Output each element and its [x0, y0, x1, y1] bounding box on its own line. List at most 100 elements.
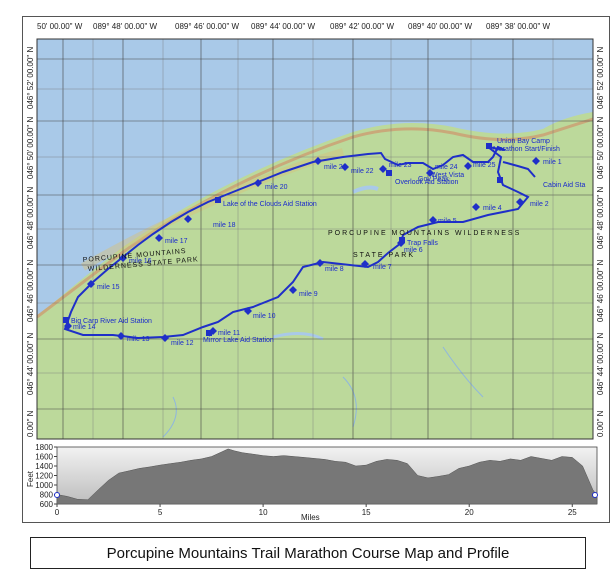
coord-label: 089° 38' 00.00" W	[486, 22, 551, 31]
coord-label: 089° 48' 00.00" W	[93, 22, 158, 31]
mile-label: mile 4	[483, 205, 502, 212]
marker-cabin-aid	[497, 177, 503, 183]
map-grid	[37, 39, 593, 439]
marker-mile-22	[341, 163, 349, 171]
mile-label: mile 5	[438, 218, 457, 225]
marker-mile-7	[361, 260, 369, 268]
marker-big-carp-aid	[63, 317, 69, 323]
mile-label: mile 23	[389, 162, 412, 169]
trap-falls-label: Trap Falls	[407, 240, 438, 247]
marker-mile-24	[426, 169, 434, 177]
marker-mile-25	[464, 162, 472, 170]
x-tick-label: 10	[259, 508, 268, 517]
mile-label: mile 1	[543, 159, 562, 166]
coord-label: 0.00" N	[596, 410, 605, 437]
coord-label: 046° 44' 00.00" N	[26, 333, 35, 396]
streams	[162, 346, 484, 438]
topographic-map[interactable]: mile 1 mile 2 mile 4 mile 5 mile 6 mile …	[23, 17, 609, 447]
profile-x-ticks: 0 5 10 15 20 25	[55, 504, 577, 517]
mile-label: mile 11	[218, 330, 240, 337]
marker-mile-21	[314, 157, 322, 165]
mile-label: mile 14	[73, 324, 96, 331]
y-tick-label: 1200	[35, 472, 53, 481]
top-coordinates: 50' 00.00" W 089° 48' 00.00" W 089° 46' …	[37, 22, 551, 31]
marker-mile-9	[289, 286, 297, 294]
mile-label: mile 25	[473, 162, 496, 169]
mile-label: mile 18	[213, 222, 236, 229]
mile-label: mile 16	[129, 258, 152, 265]
map-caption: Porcupine Mountains Trail Marathon Cours…	[30, 537, 586, 569]
mile-label: mile 15	[97, 284, 120, 291]
y-tick-label: 800	[40, 491, 54, 500]
x-tick-label: 25	[568, 508, 577, 517]
marker-mile-17	[155, 234, 163, 242]
profile-xlabel: Miles	[301, 513, 320, 522]
left-coordinates: 046° 52' 00.00" N 046° 50' 00.00" N 046°…	[26, 47, 35, 438]
marker-mile-20	[254, 179, 262, 187]
coord-label: 046° 52' 00.00" N	[596, 47, 605, 110]
marker-mile-2	[516, 198, 524, 206]
marker-mile-5	[429, 216, 437, 224]
marker-mile-12	[161, 334, 169, 342]
mile-label: mile 10	[253, 313, 276, 320]
coord-label: 046° 50' 00.00" N	[596, 117, 605, 180]
mirror-lake	[272, 332, 324, 341]
course-route[interactable]	[63, 145, 530, 340]
mile-label: mile 12	[171, 340, 194, 347]
coord-label: 046° 50' 00.00" N	[26, 117, 35, 180]
x-tick-label: 20	[465, 508, 474, 517]
route-markers	[63, 143, 540, 342]
coord-label: 046° 46' 00.00" N	[26, 260, 35, 323]
x-tick-label: 0	[55, 508, 60, 517]
profile-start-marker	[54, 492, 60, 498]
mile-label: mile 24	[435, 164, 458, 171]
cabin-aid-label: Cabin Aid Sta	[543, 182, 586, 189]
lake-superior	[37, 39, 593, 317]
marker-mile-1	[532, 157, 540, 165]
coord-label: 0.00" N	[26, 410, 35, 437]
marker-lake-clouds-aid	[215, 197, 221, 203]
marker-start-finish	[486, 143, 492, 149]
mile-label: mile 22	[351, 168, 374, 175]
y-tick-label: 1800	[35, 443, 53, 452]
mile-label: mile 2	[530, 201, 549, 208]
coord-label: 089° 42' 00.00" W	[330, 22, 395, 31]
west-vista-label: West Vista	[431, 172, 464, 179]
marker-mile-4	[472, 203, 480, 211]
course-spur	[502, 161, 536, 178]
marker-overlook-aid	[386, 170, 392, 176]
coord-label: 046° 46' 00.00" N	[596, 260, 605, 323]
y-tick-label: 1000	[35, 481, 53, 490]
coord-label: 089° 40' 00.00" W	[408, 22, 473, 31]
x-tick-label: 15	[362, 508, 371, 517]
marker-mirror-lake-aid	[206, 330, 212, 336]
coord-label: 046° 48' 00.00" N	[596, 187, 605, 250]
mile-label: mile 21	[324, 164, 347, 171]
lake-clouds-aid-label: Lake of the Clouds Aid Station	[223, 201, 317, 208]
coord-label: 089° 44' 00.00" W	[251, 22, 316, 31]
mile-label: mile 20	[265, 184, 288, 191]
park-text: PORCUPINE MOUNTAINS WILDERNESS	[328, 230, 521, 237]
coord-label: 046° 52' 00.00" N	[26, 47, 35, 110]
mile-label: mile 17	[165, 238, 188, 245]
mile-label: mile 7	[373, 264, 392, 271]
map-frame: mile 1 mile 2 mile 4 mile 5 mile 6 mile …	[22, 16, 610, 523]
x-tick-label: 5	[158, 508, 163, 517]
coord-label: 089° 46' 00.00" W	[175, 22, 240, 31]
profile-end-marker	[592, 492, 598, 498]
mile-label: mile 9	[299, 291, 318, 298]
marker-mile-13	[117, 332, 125, 340]
right-coordinates: 046° 52' 00.00" N 046° 50' 00.00" N 046°…	[596, 47, 605, 438]
marker-mile-15	[87, 280, 95, 288]
aid-station-labels: Marathon Start/Finish Union Bay Camp Gov…	[71, 138, 586, 344]
start-finish-label: Marathon Start/Finish	[493, 146, 560, 153]
mile-label: mile 13	[127, 336, 150, 343]
coord-label: 046° 44' 00.00" N	[596, 333, 605, 396]
marker-mile-16	[119, 254, 127, 262]
mirror-lake-aid-label: Mirror Lake Aid Station	[203, 337, 274, 344]
park-text: STATE PARK	[353, 252, 415, 259]
mile-label: mile 6	[404, 247, 423, 254]
mile-labels: mile 1 mile 2 mile 4 mile 5 mile 6 mile …	[73, 159, 562, 347]
